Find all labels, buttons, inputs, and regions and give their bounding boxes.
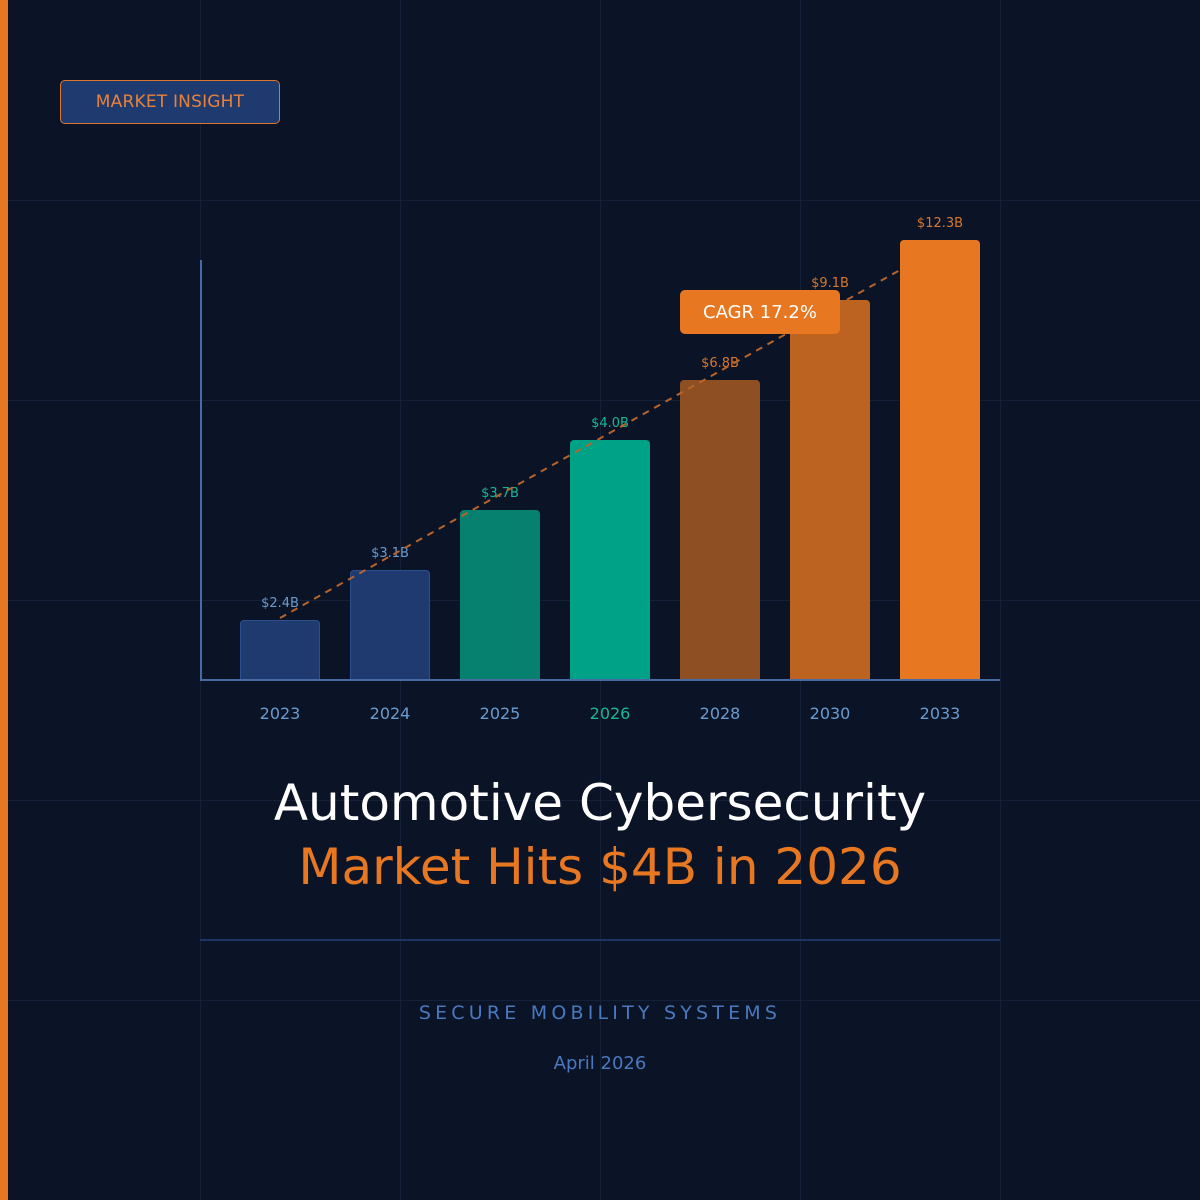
- divider: [200, 939, 1000, 941]
- value-label-2025: $3.7B: [481, 486, 519, 501]
- cagr-annotation: CAGR 17.2%: [680, 290, 840, 334]
- bar-2023: [240, 620, 320, 680]
- headline-line-2: Market Hits $4B in 2026: [298, 838, 902, 896]
- x-tick-2026: 2026: [589, 704, 631, 723]
- organization-name: SECURE MOBILITY SYSTEMS: [418, 1002, 782, 1024]
- x-tick-2030: 2030: [809, 704, 851, 723]
- y-axis: [200, 260, 202, 680]
- bar-2028: [680, 380, 760, 680]
- publish-date: April 2026: [553, 1053, 647, 1074]
- x-tick-2033: 2033: [919, 704, 961, 723]
- value-label-2023: $2.4B: [261, 596, 299, 611]
- bar-2026: [570, 440, 650, 680]
- market-insight-badge: MARKET INSIGHT: [60, 80, 280, 124]
- x-tick-2028: 2028: [699, 704, 741, 723]
- bar-2030: [790, 300, 870, 680]
- bar-2025: [460, 510, 540, 680]
- x-tick-2023: 2023: [259, 704, 301, 723]
- headline-line-1: Automotive Cybersecurity: [273, 774, 927, 832]
- bar-2033: [900, 240, 980, 680]
- value-label-2028: $6.8B: [701, 356, 739, 371]
- accent-strip: [0, 0, 8, 1200]
- value-label-2033: $12.3B: [916, 216, 964, 231]
- value-label-2030: $9.1B: [811, 276, 849, 291]
- value-label-2026: $4.0B: [591, 416, 629, 431]
- x-tick-2024: 2024: [369, 704, 411, 723]
- x-tick-2025: 2025: [479, 704, 521, 723]
- x-axis: [200, 679, 1000, 681]
- bar-2024: [350, 570, 430, 680]
- value-label-2024: $3.1B: [371, 546, 409, 561]
